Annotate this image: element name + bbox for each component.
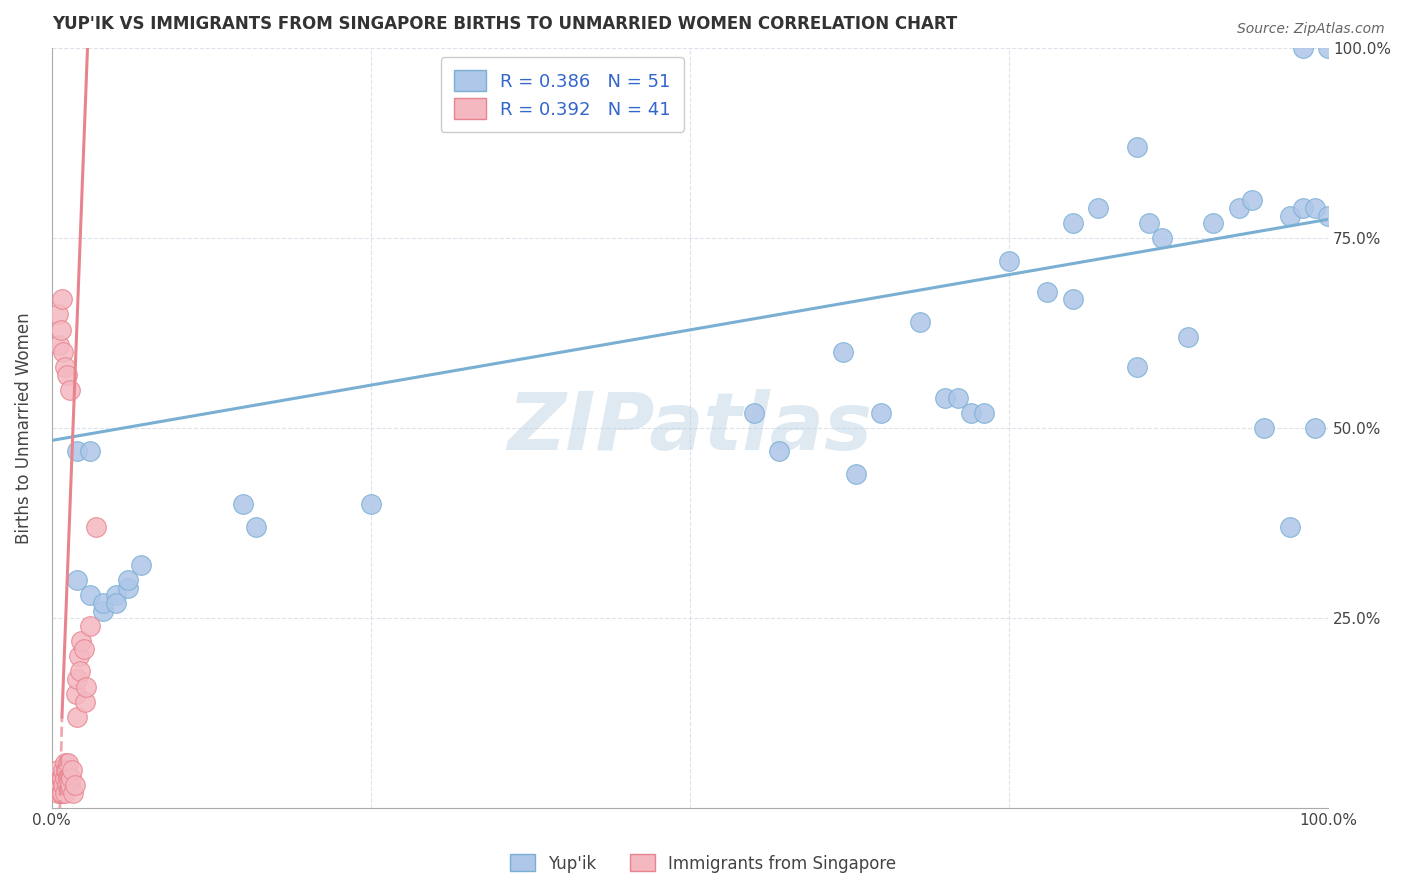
Point: [59, 771, 82, 785]
Point: [56, 778, 79, 792]
Point: [86, 520, 108, 534]
Point: [832, 345, 855, 359]
Point: [1305, 421, 1327, 435]
Point: [73, 695, 96, 709]
Text: ZIPatlas: ZIPatlas: [508, 389, 873, 467]
Point: [55, 763, 77, 777]
Point: [48, 778, 70, 792]
Point: [1036, 285, 1059, 299]
Point: [973, 406, 995, 420]
Point: [1305, 201, 1327, 215]
Point: [959, 406, 981, 420]
Point: [1227, 201, 1250, 215]
Point: [48, 337, 70, 351]
Point: [49, 771, 72, 785]
Point: [65, 687, 87, 701]
Point: [51, 786, 73, 800]
Point: [79, 588, 101, 602]
Point: [51, 771, 73, 785]
Point: [52, 763, 75, 777]
Point: [56, 368, 79, 383]
Point: [58, 756, 80, 770]
Point: [1202, 216, 1225, 230]
Point: [66, 573, 89, 587]
Point: [1240, 194, 1263, 208]
Point: [46, 786, 69, 800]
Point: [232, 497, 254, 511]
Point: [1062, 216, 1084, 230]
Point: [49, 322, 72, 336]
Point: [52, 345, 75, 359]
Point: [79, 619, 101, 633]
Point: [73, 641, 96, 656]
Point: [79, 444, 101, 458]
Point: [845, 467, 868, 481]
Point: [1087, 201, 1109, 215]
Legend: R = 0.386   N = 51, R = 0.392   N = 41: R = 0.386 N = 51, R = 0.392 N = 41: [441, 57, 683, 132]
Point: [51, 292, 73, 306]
Point: [66, 710, 89, 724]
Point: [1125, 140, 1147, 154]
Point: [53, 786, 76, 800]
Point: [53, 360, 76, 375]
Point: [1317, 209, 1340, 223]
Point: [768, 444, 790, 458]
Point: [67, 649, 90, 664]
Point: [908, 315, 931, 329]
Point: [117, 573, 139, 587]
Text: YUP'IK VS IMMIGRANTS FROM SINGAPORE BIRTHS TO UNMARRIED WOMEN CORRELATION CHART: YUP'IK VS IMMIGRANTS FROM SINGAPORE BIRT…: [52, 15, 957, 33]
Point: [59, 384, 82, 398]
Point: [946, 391, 969, 405]
Point: [1177, 330, 1199, 344]
Point: [91, 596, 114, 610]
Point: [1291, 201, 1313, 215]
Point: [91, 603, 114, 617]
Point: [360, 497, 382, 511]
Point: [69, 665, 91, 679]
Point: [1253, 421, 1275, 435]
Point: [1062, 292, 1084, 306]
Point: [1291, 41, 1313, 55]
Point: [934, 391, 956, 405]
Point: [1278, 520, 1301, 534]
Point: [53, 756, 76, 770]
Point: [56, 763, 79, 777]
Point: [70, 634, 93, 648]
Point: [52, 778, 75, 792]
Point: [58, 771, 80, 785]
Point: [46, 763, 69, 777]
Point: [63, 778, 86, 792]
Point: [104, 588, 127, 602]
Legend: Yup'ik, Immigrants from Singapore: Yup'ik, Immigrants from Singapore: [503, 847, 903, 880]
Point: [129, 558, 152, 572]
Text: Source: ZipAtlas.com: Source: ZipAtlas.com: [1237, 22, 1385, 37]
Point: [1278, 209, 1301, 223]
Point: [1139, 216, 1161, 230]
Point: [742, 406, 765, 420]
Point: [49, 786, 72, 800]
Point: [75, 680, 97, 694]
Point: [62, 786, 84, 800]
Point: [60, 763, 83, 777]
Point: [245, 520, 267, 534]
Point: [1152, 231, 1174, 245]
Point: [870, 406, 893, 420]
Point: [998, 254, 1021, 268]
Point: [1317, 41, 1340, 55]
Y-axis label: Births to Unmarried Women: Births to Unmarried Women: [15, 312, 32, 544]
Point: [46, 307, 69, 321]
Point: [59, 778, 82, 792]
Point: [66, 444, 89, 458]
Point: [66, 672, 89, 686]
Point: [117, 581, 139, 595]
Point: [1125, 360, 1147, 375]
Point: [104, 596, 127, 610]
Point: [53, 771, 76, 785]
